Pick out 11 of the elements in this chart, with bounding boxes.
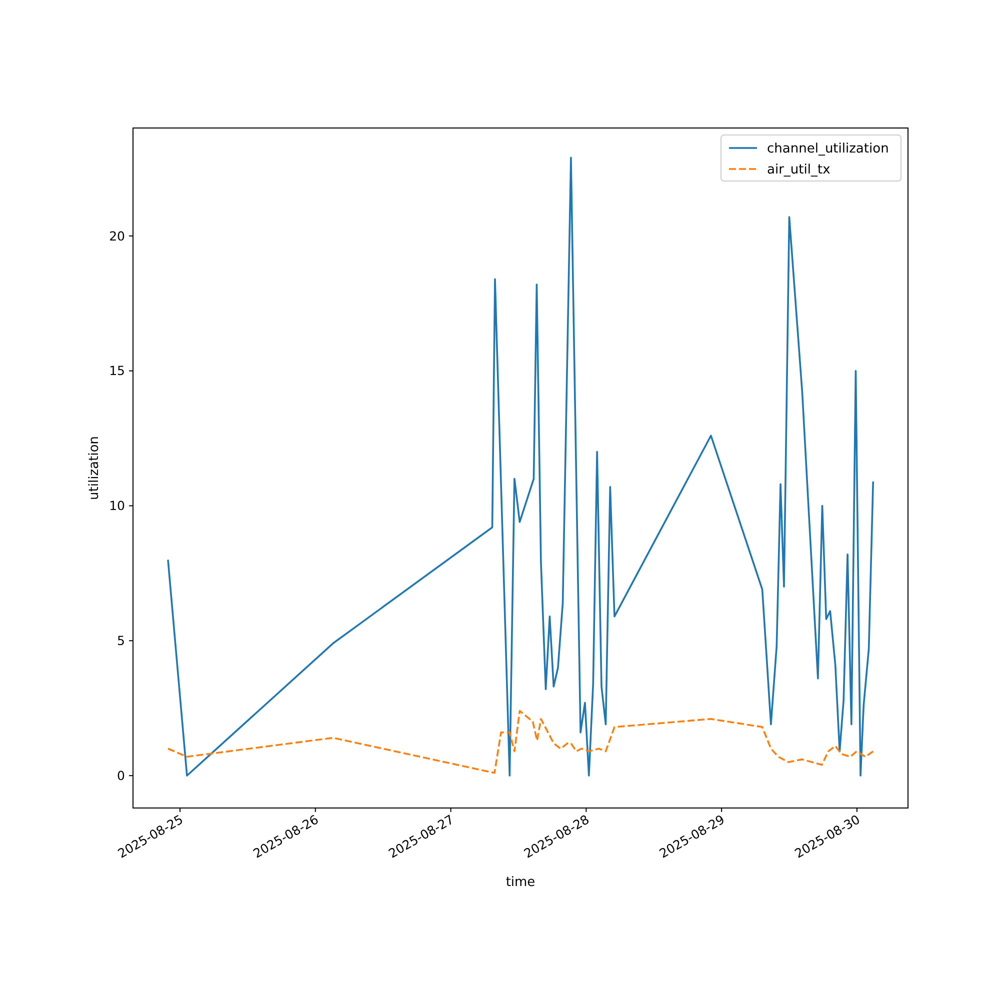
- y-tick-label: 10: [109, 498, 126, 514]
- y-axis-title: utilization: [87, 436, 102, 500]
- y-tick-label: 20: [109, 228, 126, 244]
- line-series: [167, 710, 874, 774]
- y-tick-label: 5: [117, 633, 125, 648]
- x-axis-title: time: [506, 875, 536, 890]
- line-series: [167, 156, 874, 777]
- y-tick-label: 0: [117, 768, 126, 783]
- legend-label: channel_utilization: [767, 142, 889, 157]
- legend-label: air_util_tx: [767, 162, 831, 178]
- y-tick-label: 15: [109, 363, 125, 378]
